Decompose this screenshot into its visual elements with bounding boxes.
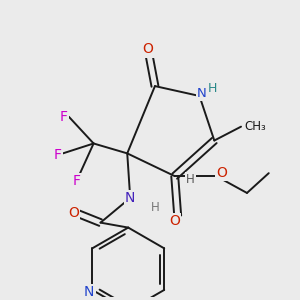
Text: N: N [84, 285, 94, 299]
Text: O: O [169, 214, 180, 228]
Text: N: N [125, 191, 135, 205]
Text: H: H [186, 172, 195, 186]
Text: F: F [60, 110, 68, 124]
Text: F: F [54, 148, 62, 162]
Text: H: H [151, 201, 159, 214]
Text: O: O [142, 43, 154, 56]
Text: O: O [68, 206, 79, 220]
Text: F: F [73, 174, 81, 188]
Text: N: N [196, 86, 206, 100]
Text: O: O [216, 166, 227, 180]
Text: CH₃: CH₃ [244, 120, 266, 133]
Text: H: H [208, 82, 217, 94]
